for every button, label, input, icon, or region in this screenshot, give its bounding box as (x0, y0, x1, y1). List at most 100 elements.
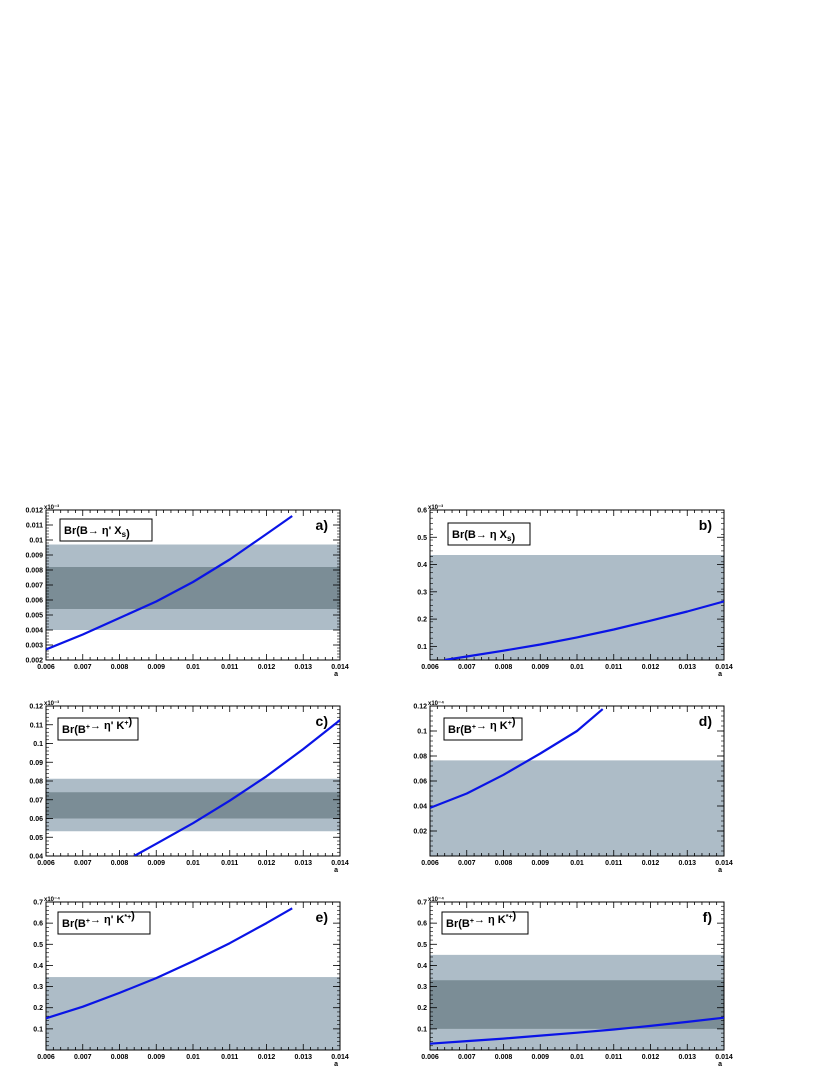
chart-panel-e: 0.006 0.007 0.008 0.009 0.01 0.011 0.012 0.013 0… (33, 897, 349, 1068)
chart-panel-a: 0.006 0.007 0.008 0.009 0.01 0.011 0.012 0.013 0… (25, 504, 348, 678)
y-tick-label: 0.3 (417, 984, 427, 991)
y-tick-label: 0.012 (25, 508, 43, 515)
legend-label-part: Br(B (64, 525, 88, 537)
x-tick-label: 0.014 (715, 860, 733, 867)
y-tick-label: 0.04 (413, 804, 427, 811)
y-tick-label: 0.7 (33, 900, 43, 907)
legend-label-part: + (124, 720, 128, 727)
x-tick-label: 0.01 (186, 1054, 200, 1061)
legend-label-part: → η K (476, 720, 508, 732)
y-tick-label: 0.2 (417, 617, 427, 624)
legend-label: Br(B+→ η' K+) (62, 716, 132, 736)
y-tick-label: 0.07 (29, 797, 43, 804)
legend-label-part: Br(B (448, 724, 472, 736)
legend-label-part: → η' X (88, 525, 122, 537)
x-tick-label: 0.012 (258, 1054, 276, 1061)
legend-label-part: ) (512, 716, 516, 728)
y-tick-label: 0.05 (29, 835, 43, 842)
y-tick-label: 0.3 (33, 984, 43, 991)
y-tick-label: 0.7 (417, 900, 427, 907)
y-tick-label: 0.02 (413, 829, 427, 836)
x-tick-label: 0.008 (495, 1054, 513, 1061)
x-tick-label: 0.006 (421, 664, 439, 671)
legend-label-part: + (86, 918, 90, 925)
x-tick-label: 0.011 (605, 664, 622, 671)
x-tick-label: 0.011 (221, 664, 238, 671)
x-tick-label: 0.006 (37, 664, 55, 671)
panel-tag: c) (316, 713, 328, 729)
x-axis-title: a (334, 867, 338, 874)
x-axis-title: a (334, 671, 338, 678)
legend-label-part: Br(B (452, 529, 476, 541)
y-tick-label: 0.6 (417, 921, 427, 928)
legend-label-part: → η' K (90, 720, 124, 732)
y-tick-label: 0.4 (33, 963, 43, 970)
x-tick-label: 0.012 (258, 860, 276, 867)
x-tick-label: 0.007 (458, 1054, 476, 1061)
x-axis-title: a (718, 1061, 722, 1068)
y-tick-label: 0.3 (417, 589, 427, 596)
legend-label-part: + (508, 720, 512, 727)
legend-box (441, 911, 529, 935)
y-tick-label: 0.1 (33, 1026, 43, 1033)
y-tick-label: 0.11 (30, 722, 43, 729)
y-tick-label: 0.6 (33, 921, 43, 928)
series-curve (444, 600, 724, 660)
x-tick-label: 0.009 (531, 860, 549, 867)
y-tick-label: 0.12 (413, 704, 427, 711)
band-inner (46, 567, 340, 609)
chart-panel-d: 0.006 0.007 0.008 0.009 0.01 0.011 0.012 0.013 0… (413, 701, 732, 874)
legend-label-part: + (470, 918, 474, 925)
x-tick-label: 0.014 (331, 860, 349, 867)
legend-label-part: Br(B (446, 918, 470, 930)
y-tick-label: 0.006 (25, 598, 43, 605)
chart-panel-f: 0.006 0.007 0.008 0.009 0.01 0.011 0.012 0.013 0… (417, 897, 733, 1068)
x-tick-label: 0.007 (74, 1054, 92, 1061)
y-tick-label: 0.004 (25, 628, 43, 635)
y-exponent-label: x10⁻³ (44, 700, 59, 707)
y-tick-label: 0.5 (417, 535, 427, 542)
legend-box (59, 518, 153, 542)
y-tick-label: 0.6 (417, 508, 427, 515)
x-tick-label: 0.01 (186, 860, 200, 867)
y-exponent-label: x10⁻⁴ (44, 897, 60, 903)
series-curve (46, 907, 293, 1020)
x-tick-label: 0.008 (495, 860, 513, 867)
x-tick-label: 0.012 (642, 1054, 660, 1061)
y-tick-label: 0.01 (29, 538, 43, 545)
x-tick-label: 0.012 (642, 664, 660, 671)
x-tick-label: 0.008 (111, 664, 129, 671)
y-tick-label: 0.4 (417, 963, 427, 970)
x-tick-label: 0.007 (74, 664, 92, 671)
x-tick-label: 0.01 (570, 860, 584, 867)
legend-label-part: ) (131, 910, 135, 922)
y-exponent-label: x10⁻³ (428, 504, 443, 511)
x-tick-label: 0.011 (605, 860, 622, 867)
legend-label-part: Br(B (62, 918, 86, 930)
legend-box (447, 522, 531, 546)
band-outer (430, 555, 724, 660)
legend-label-part: ) (511, 532, 515, 544)
x-tick-label: 0.01 (570, 1054, 584, 1061)
x-tick-label: 0.01 (570, 664, 584, 671)
y-tick-label: 0.5 (417, 942, 427, 949)
legend-label-part: → η K (474, 914, 506, 926)
legend-label-part: s (507, 534, 512, 543)
x-tick-label: 0.013 (678, 860, 696, 867)
y-tick-label: 0.06 (29, 816, 43, 823)
y-tick-label: 0.007 (25, 583, 43, 590)
legend-label-part: *+ (506, 914, 513, 921)
y-tick-label: 0.003 (25, 643, 43, 650)
series-curve (133, 719, 340, 856)
band-outer (46, 977, 340, 1050)
x-tick-label: 0.009 (531, 664, 549, 671)
y-tick-label: 0.06 (413, 779, 427, 786)
legend-label-part: ) (126, 528, 130, 540)
legend-label-part: → η X (476, 529, 508, 541)
legend-label: Br(B→ η Xs) (452, 529, 515, 544)
y-tick-label: 0.04 (29, 854, 43, 861)
legend-label-part: Br(B (62, 724, 86, 736)
legend-label: Br(B+→ η K*+) (446, 910, 517, 930)
x-tick-label: 0.013 (678, 664, 696, 671)
